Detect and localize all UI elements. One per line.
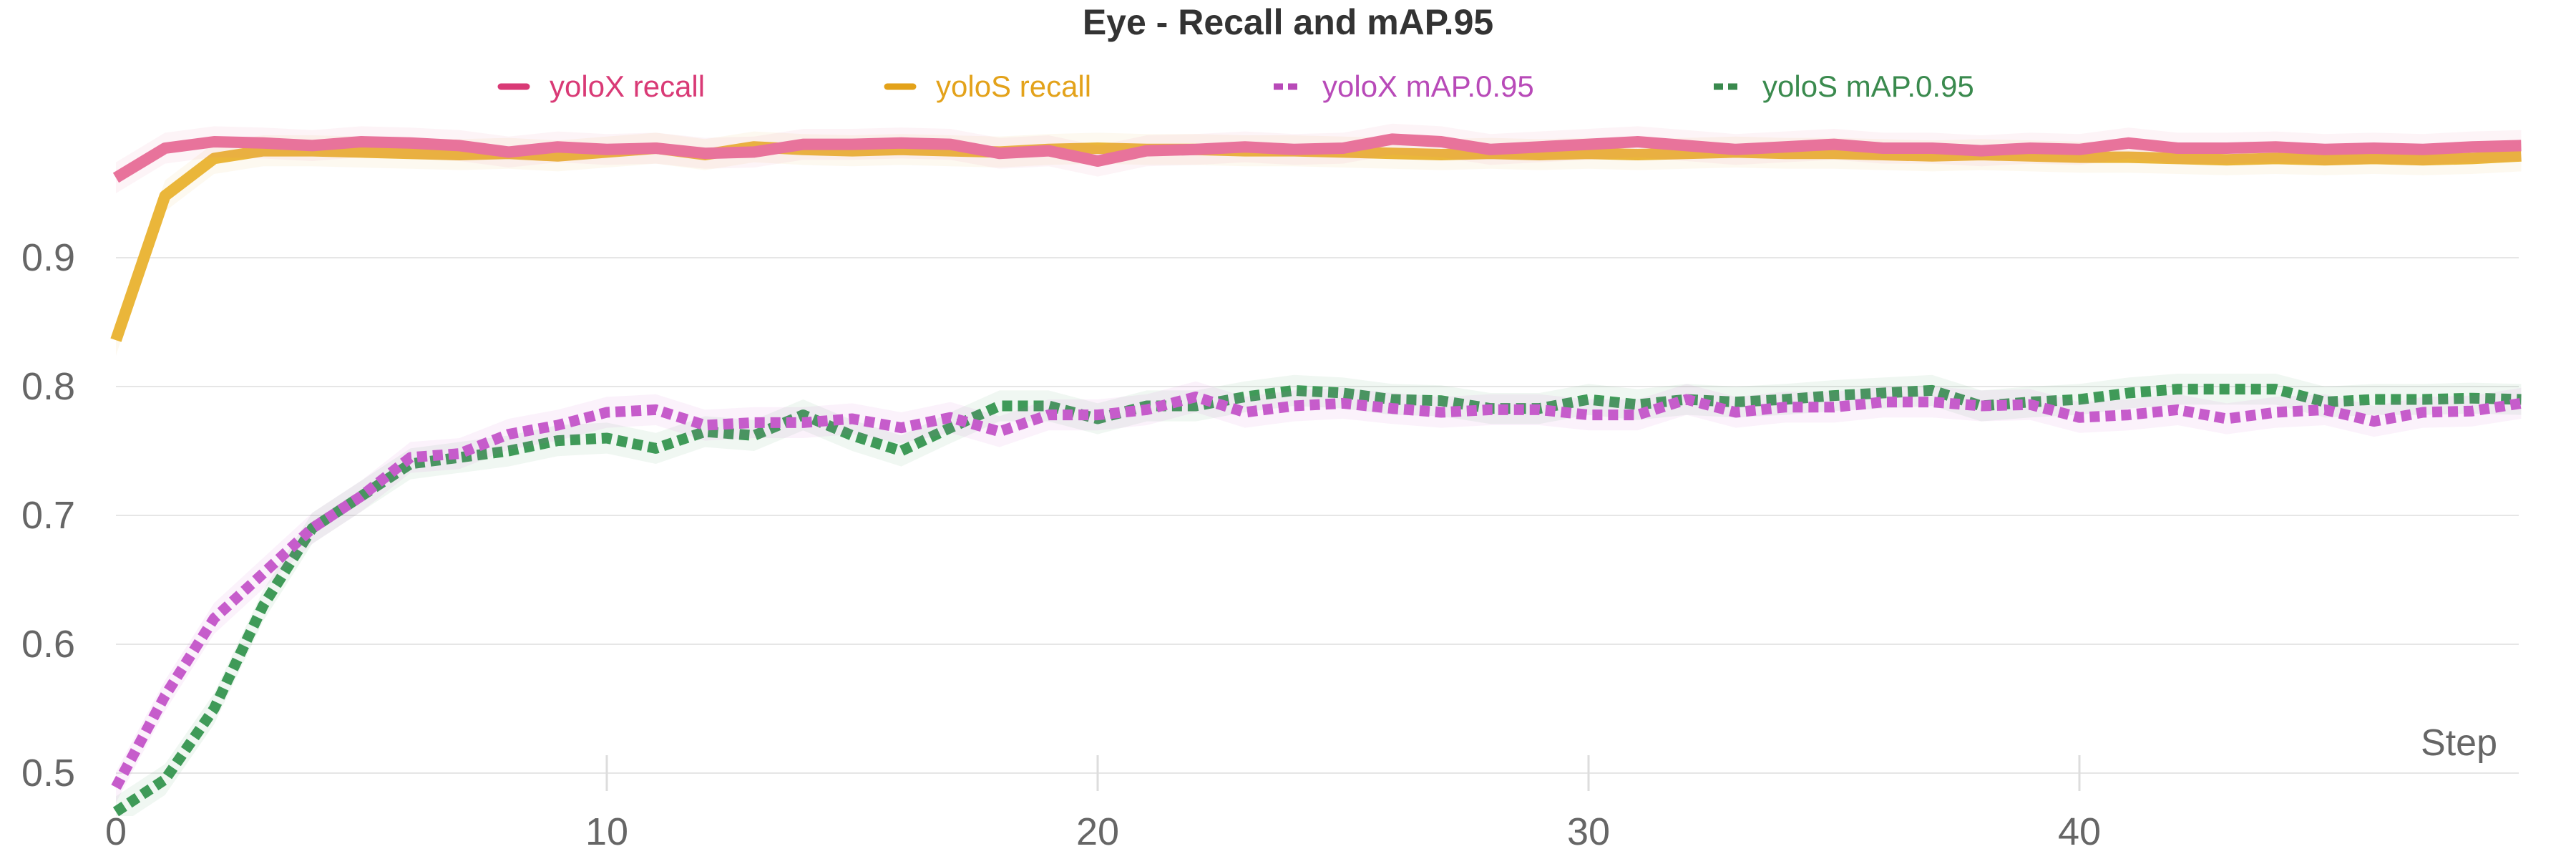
series-line-yolos-map-0-95 [112,384,2522,816]
x-tick-label: 40 [2058,810,2101,853]
legend-item[interactable]: yoloS recall [884,69,1091,103]
y-tick-label: 0.7 [21,494,75,537]
x-tick-label: 10 [585,810,628,853]
y-axis-ticks: 0.5 0.6 0.7 0.8 0.9 [21,236,75,795]
legend-label: yoloX mAP.0.95 [1322,69,1534,103]
series-line-yolox-recall [112,133,2522,183]
legend-item[interactable]: yoloX mAP.0.95 [1274,69,1534,103]
x-tick-label: 20 [1076,810,1119,853]
chart-title: Eye - Recall and mAP.95 [1083,2,1493,42]
y-tick-label: 0.9 [21,236,75,279]
series-band-2 [116,381,2522,803]
legend-label: yoloS recall [936,69,1091,103]
series-band-0 [116,123,2522,193]
legend-label: yoloX recall [550,69,705,103]
y-tick-label: 0.5 [21,752,75,795]
series-line-yolox-map-0-95 [111,391,2522,790]
legend-item[interactable]: yoloX recall [497,69,705,103]
x-tick-label: 0 [105,810,127,853]
x-axis-ticks: 0 10 20 30 40 [105,755,2101,853]
y-tick-label: 0.6 [21,623,75,666]
series-band-1 [116,131,2522,356]
legend: yoloX recall yoloS recall yoloX mAP.0.95 yo… [497,69,1974,103]
y-tick-label: 0.8 [21,365,75,408]
series-line-yolos-recall [110,141,2522,342]
legend-item[interactable]: yoloS mAP.0.95 [1714,69,1974,103]
gridlines [116,257,2519,774]
legend-label: yoloS mAP.0.95 [1762,69,1974,103]
series-layer [110,123,2522,816]
x-tick-label: 30 [1567,810,1610,853]
x-axis-label: Step [2421,722,2497,764]
